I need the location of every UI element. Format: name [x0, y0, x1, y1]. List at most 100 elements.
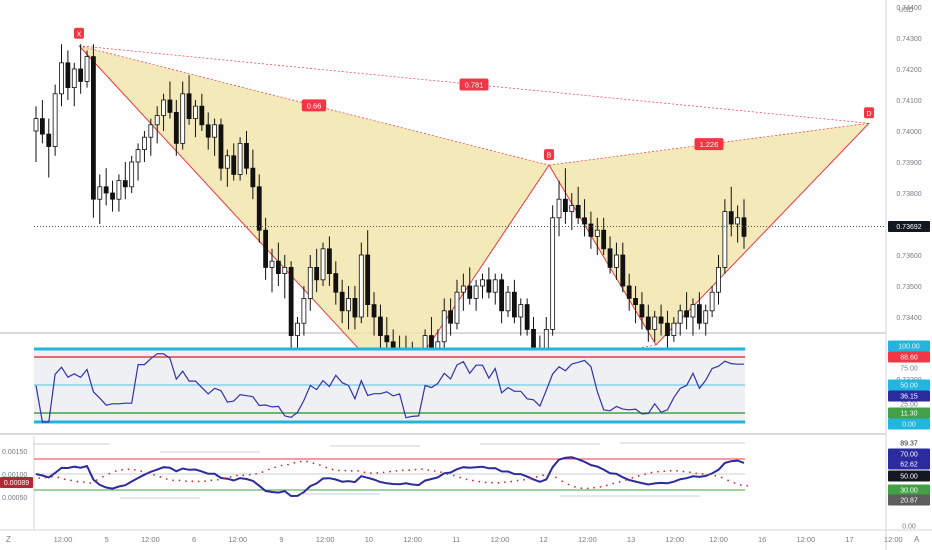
- signal-dot: [708, 473, 710, 476]
- candle-body: [390, 341, 396, 349]
- oscillator-value-label: 50.00: [900, 383, 918, 390]
- signal-dot: [574, 486, 576, 488]
- signal-dot: [733, 482, 736, 484]
- signal-dot: [567, 483, 570, 486]
- candle-body: [122, 180, 128, 188]
- candle-body: [154, 115, 160, 126]
- candle-body: [352, 297, 358, 318]
- price-tick-label: 0.73900: [896, 160, 921, 167]
- candle-body: [435, 341, 441, 349]
- candle-body: [677, 310, 683, 324]
- signal-dot: [542, 474, 544, 477]
- candle-body: [173, 112, 179, 144]
- price-tick-label: 0.74400: [896, 5, 921, 12]
- time-tick-label: 13: [627, 535, 635, 544]
- signal-dot: [446, 473, 449, 475]
- step-levels: [34, 442, 745, 499]
- candle-body: [199, 105, 205, 126]
- signal-dot: [625, 479, 627, 481]
- left-value-label: 0.00089: [4, 480, 29, 487]
- time-axis-right-label: A: [914, 535, 920, 544]
- signal-dot: [102, 475, 104, 478]
- currency-label: USD: [899, 7, 914, 14]
- signal-dot: [618, 481, 621, 483]
- signal-dot: [338, 469, 340, 472]
- oscillator-2-value-label: 89.37: [900, 441, 918, 448]
- oscillator-pane-2[interactable]: 0.00150 0.00100 0.00050 0.00089 89.37 70.00 6…: [0, 441, 930, 531]
- candle-body: [193, 105, 198, 119]
- signal-dot: [401, 469, 404, 472]
- signal-dot: [701, 473, 704, 475]
- left-axis-ticks: 0.00150 0.00100 0.00050 0.00089: [0, 449, 33, 502]
- candle-body: [722, 211, 728, 268]
- candle-body: [256, 186, 262, 231]
- signal-dot: [465, 478, 468, 481]
- candle-body: [441, 310, 447, 343]
- candle-body: [569, 204, 575, 212]
- signal-dot: [357, 469, 360, 472]
- time-axis[interactable]: Z A 12:00 5 12:00 6 12:00 9 12:00 10 12:00 11 12:0…: [6, 535, 920, 544]
- signal-dot: [204, 480, 206, 483]
- candle-body: [224, 155, 230, 169]
- candle-body: [71, 68, 77, 89]
- pattern-point-label: B: [547, 153, 552, 160]
- signal-dot: [408, 469, 411, 471]
- signal-dot: [420, 468, 423, 471]
- time-tick-label: 12:00: [709, 535, 728, 544]
- candle-body: [473, 285, 479, 299]
- signal-dot: [267, 468, 270, 471]
- left-tick-label: 0.00100: [2, 472, 27, 479]
- signal-dot: [159, 476, 162, 478]
- candle-body: [671, 322, 677, 337]
- signal-dot: [644, 473, 647, 476]
- candle-body: [556, 198, 562, 219]
- candle-body: [282, 266, 288, 274]
- candle-body: [97, 186, 103, 200]
- candle-body: [78, 68, 84, 82]
- signal-dot: [184, 480, 187, 483]
- candle-body: [652, 316, 658, 330]
- left-value-badge: [0, 477, 33, 488]
- pattern-point-badge: [864, 107, 874, 119]
- time-tick-label: 5: [105, 535, 109, 544]
- oscillator-value-label-bg: [888, 418, 930, 430]
- signal-dot: [172, 479, 175, 482]
- candle-body: [180, 93, 186, 144]
- candle-body: [607, 248, 613, 268]
- signal-dot: [491, 481, 493, 484]
- signal-dot: [631, 476, 634, 479]
- candle-body: [518, 304, 524, 318]
- pattern-point-label: D: [866, 111, 871, 118]
- candle-body: [741, 217, 747, 237]
- signal-dot: [459, 476, 462, 479]
- ratio-badge: [694, 138, 724, 151]
- signal-dot: [38, 477, 41, 479]
- time-tick-label: 12:00: [797, 535, 816, 544]
- candle-body: [684, 310, 689, 318]
- signal-dot: [89, 482, 92, 484]
- oscillator-value-label-bg: [888, 390, 930, 402]
- candle-body: [384, 335, 390, 343]
- oscillator-line-2: [35, 456, 745, 498]
- signal-dot: [331, 468, 334, 471]
- signal-dot: [261, 471, 264, 473]
- signal-dot: [121, 468, 124, 471]
- candle-body: [620, 254, 626, 287]
- candle-body: [301, 297, 307, 324]
- signal-dot: [561, 480, 564, 483]
- candle-body: [161, 99, 166, 116]
- price-tick-label: 0.74200: [896, 67, 921, 74]
- time-tick-label: 17: [845, 535, 853, 544]
- candle-body: [186, 93, 192, 120]
- signal-dot: [51, 475, 53, 478]
- signal-dot: [548, 473, 551, 476]
- left-tick-label: 0.00050: [2, 495, 27, 502]
- signal-dot: [472, 479, 474, 482]
- candle-body: [244, 142, 249, 169]
- time-tick-label: 12:00: [403, 535, 422, 544]
- oscillator-value-label: 11.30: [901, 411, 918, 418]
- candle-body: [295, 322, 300, 337]
- candle-body: [499, 279, 505, 312]
